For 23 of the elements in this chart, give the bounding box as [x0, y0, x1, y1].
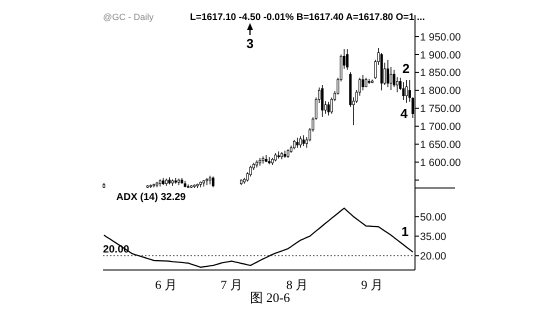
y-tick-label: 1 950.00	[420, 31, 462, 44]
y-tick-label: 1 650.00	[420, 139, 462, 152]
y2-tick-label: 20.00	[420, 250, 446, 262]
caption: 图 20-6	[250, 290, 291, 305]
annotation: 2	[402, 61, 410, 76]
y-tick-label: 1 750.00	[420, 103, 462, 116]
annotation: 3	[246, 36, 254, 51]
y-tick-label: 1 850.00	[420, 67, 462, 80]
y-tick-label: 1 900.00	[420, 49, 462, 62]
y2-tick-label: 50.00	[420, 211, 446, 224]
annotation: ADX (14) 32.29	[116, 192, 186, 203]
y2-tick-label: 35.00	[420, 230, 446, 243]
x-tick-label: 9 月	[361, 278, 384, 292]
x-tick-label: 7 月	[220, 278, 244, 292]
chart-subtitle: @GC - Daily	[103, 12, 154, 22]
x-tick-label: 8 月	[286, 278, 309, 292]
y-tick-label: 1 600.00	[420, 156, 462, 169]
y-tick-label: 1 700.00	[420, 121, 462, 134]
chart-title: L=1617.10 -4.50 -0.01% B=1617.40 A=1617.80 O=1 ...	[190, 12, 425, 23]
annotation: 4	[400, 106, 408, 121]
annotation: 1	[401, 224, 409, 239]
x-tick-label: 6 月	[155, 278, 178, 292]
y-tick-label: 1 800.00	[420, 85, 462, 98]
